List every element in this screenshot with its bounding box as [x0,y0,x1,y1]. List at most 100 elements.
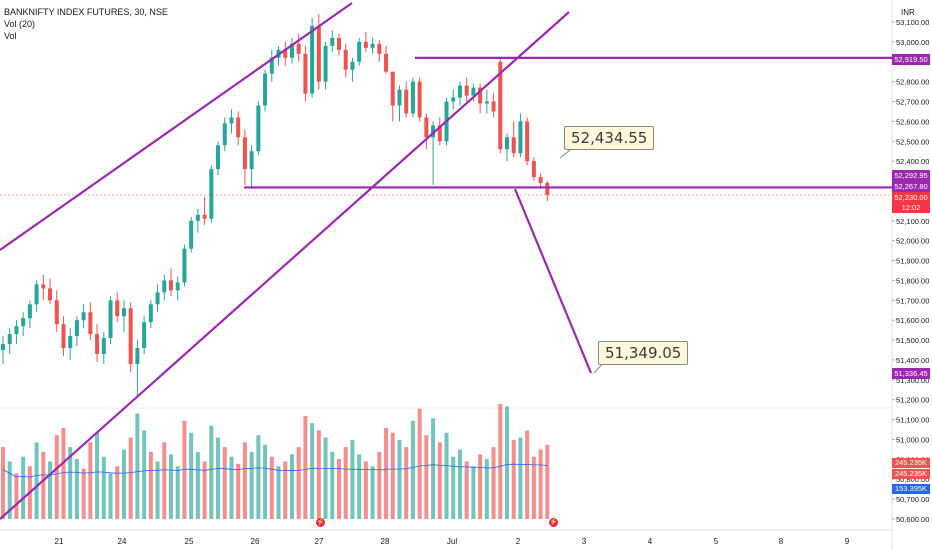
price-tick-label: 50,800.00 [896,475,929,484]
volume-bar [337,459,341,519]
price-tick-label: 51,600.00 [896,316,929,325]
candle-body [545,183,550,195]
price-callout-lower[interactable]: 51,349.05 [598,341,689,365]
volume-ma-tag: 153.395K [892,484,930,494]
volume-bar [14,473,19,519]
candle-body [410,81,415,114]
time-tick-label: Jul [447,537,457,546]
candle-body [531,161,536,178]
candle-body [249,151,254,170]
volume-bar [202,461,207,519]
candle-body [195,214,200,221]
upper-channel-line [0,2,353,251]
candle-body [471,87,476,96]
candle-body [491,101,496,112]
volume-bar [451,456,456,519]
candle-body [236,117,241,138]
volume-bar [471,466,476,519]
candle-body [189,220,194,249]
candle-body [162,280,167,293]
price-tick-label: 53,100.00 [896,18,929,27]
volume-bar [310,423,315,519]
volume-bar [209,425,214,519]
candle-body [115,300,120,317]
volume-bar [162,442,167,519]
volume-bar [417,408,422,519]
time-tick-label: 5 [714,537,719,546]
candle-body [397,89,402,106]
price-callout-upper[interactable]: 52,434.55 [564,126,655,150]
candle-body [377,43,382,54]
volume-bar [142,430,147,519]
volume-bar [478,454,483,519]
candle-body [101,338,106,354]
volume-bar [41,451,46,519]
volume-bar [128,437,133,519]
candle-body [363,41,368,48]
volume-bar [182,420,187,519]
volume-bar [21,456,26,519]
time-tick-label: 9 [845,537,850,546]
price-tick-label: 50,700.00 [896,495,929,504]
candle-body [478,87,483,104]
volume-bar [34,442,39,519]
time-tick-label: 27 [315,537,324,546]
candle-body [229,117,234,124]
volume-bar [404,447,409,519]
volume-bar [101,456,106,519]
volume-bar [249,451,254,519]
candle-body [169,280,173,291]
volume-bar [48,461,53,519]
time-tick-label: 28 [381,537,390,546]
volume-bar [195,451,200,519]
lightning-icon[interactable]: ⚡ [549,518,558,527]
candle-body [323,45,328,82]
currency-label[interactable]: INR [901,8,915,17]
candle-body [370,43,375,48]
volume-bar [88,442,93,519]
volume-bar [437,442,442,519]
volume-bar [424,435,429,519]
candle-body [7,334,12,345]
volume-bar [222,447,227,519]
volume-bar [531,456,536,519]
price-tick-label: 51,400.00 [896,356,929,365]
candle-body [202,214,207,219]
volume-bar [289,454,294,519]
last-price-tag: 52,230.00 [892,192,930,203]
candle-body [242,137,247,170]
volume-bar [169,454,173,519]
time-tick-label: 4 [648,537,653,546]
price-tick-label: 51,300.00 [896,376,929,385]
price-tick-label: 51,500.00 [896,336,929,345]
volume-bar [444,432,449,519]
volume-bar [242,442,247,519]
price-tick-label: 52,700.00 [896,98,929,107]
projection-line [513,188,593,374]
candle-body [316,25,321,82]
candle-body [296,43,301,54]
volume-bar [216,437,221,519]
volume-bar [384,427,389,519]
volume-bar [545,444,550,519]
volume-bar [283,461,288,519]
time-tick-label: 25 [185,537,194,546]
candle-body [357,41,362,62]
volume-bar [431,418,436,519]
volume-bar [390,432,395,519]
candle-body [404,89,409,114]
price-tick-label: 52,500.00 [896,137,929,146]
candle-body [142,322,147,349]
volume-bar [303,415,308,519]
resistance-price-tag: 52,919.50 [892,54,930,65]
candle-body [505,137,509,150]
volume-bar [296,447,301,519]
volume-bar [397,439,402,519]
volume-bar [464,461,469,519]
volume-bar [229,456,234,519]
candle-body [88,312,93,335]
volume-bar [377,451,382,519]
lightning-icon[interactable]: ⚡ [316,518,325,527]
volume-bar [108,473,113,519]
